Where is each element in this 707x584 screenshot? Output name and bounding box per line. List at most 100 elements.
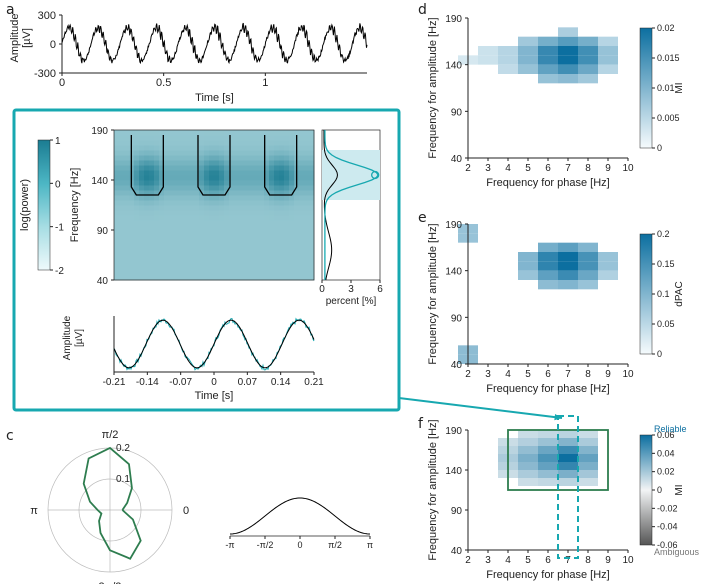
svg-text:5: 5 xyxy=(525,555,531,566)
svg-text:140: 140 xyxy=(91,176,108,187)
svg-text:5: 5 xyxy=(525,369,531,380)
svg-text:3: 3 xyxy=(485,369,491,380)
svg-text:Frequency for phase [Hz]: Frequency for phase [Hz] xyxy=(486,383,610,395)
svg-text:0: 0 xyxy=(211,377,217,388)
svg-text:-2: -2 xyxy=(55,266,64,277)
svg-text:90: 90 xyxy=(451,107,463,118)
svg-text:40: 40 xyxy=(97,276,109,287)
svg-text:8: 8 xyxy=(585,163,591,174)
svg-text:90: 90 xyxy=(97,226,109,237)
svg-text:0.2: 0.2 xyxy=(116,443,130,454)
svg-text:190: 190 xyxy=(445,426,462,437)
svg-text:0.1: 0.1 xyxy=(657,289,670,299)
svg-text:0.5: 0.5 xyxy=(156,77,171,89)
svg-text:0: 0 xyxy=(183,505,189,517)
svg-text:8: 8 xyxy=(585,555,591,566)
svg-text:Frequency for amplitude [Hz]: Frequency for amplitude [Hz] xyxy=(427,17,439,158)
svg-text:MI: MI xyxy=(674,82,685,93)
svg-text:2: 2 xyxy=(465,369,471,380)
svg-text:0.005: 0.005 xyxy=(657,113,680,123)
svg-text:4: 4 xyxy=(505,369,511,380)
svg-text:6: 6 xyxy=(545,163,551,174)
svg-text:8: 8 xyxy=(585,369,591,380)
svg-text:3: 3 xyxy=(485,555,491,566)
svg-text:0: 0 xyxy=(50,39,56,51)
svg-text:3: 3 xyxy=(485,163,491,174)
svg-text:0.01: 0.01 xyxy=(657,83,675,93)
svg-text:0: 0 xyxy=(657,143,662,153)
svg-text:7: 7 xyxy=(565,163,571,174)
svg-text:Reliable: Reliable xyxy=(654,424,687,434)
svg-text:6: 6 xyxy=(545,555,551,566)
svg-text:2: 2 xyxy=(465,555,471,566)
svg-text:0.04: 0.04 xyxy=(657,448,675,458)
svg-text:π/2: π/2 xyxy=(102,429,119,441)
svg-text:40: 40 xyxy=(451,546,463,557)
svg-text:-π/2: -π/2 xyxy=(257,540,274,550)
svg-text:0.02: 0.02 xyxy=(657,23,675,33)
svg-text:0: 0 xyxy=(657,485,662,495)
svg-text:0.05: 0.05 xyxy=(657,319,675,329)
svg-text:Amplitude[µV]: Amplitude[µV] xyxy=(62,315,85,360)
svg-text:6: 6 xyxy=(377,284,383,295)
svg-text:log(power): log(power) xyxy=(19,179,31,231)
svg-text:Amplitude[µV]: Amplitude[µV] xyxy=(9,14,33,63)
svg-text:0.15: 0.15 xyxy=(657,259,675,269)
svg-text:0.1: 0.1 xyxy=(116,474,130,485)
figure-root: a c d e f 00.51-3000300Time [s]Amplitude… xyxy=(0,0,707,584)
svg-text:9: 9 xyxy=(605,369,611,380)
svg-text:3: 3 xyxy=(348,284,354,295)
svg-text:40: 40 xyxy=(451,154,463,165)
svg-text:π/2: π/2 xyxy=(328,540,342,550)
svg-text:Frequency for phase [Hz]: Frequency for phase [Hz] xyxy=(486,569,610,581)
svg-text:MI: MI xyxy=(674,484,685,495)
svg-text:0.21: 0.21 xyxy=(304,377,324,388)
svg-text:Frequency [Hz]: Frequency [Hz] xyxy=(69,168,81,243)
svg-text:-0.21: -0.21 xyxy=(103,377,126,388)
svg-text:π: π xyxy=(30,505,38,517)
svg-text:40: 40 xyxy=(451,360,463,371)
svg-text:Frequency for amplitude [Hz]: Frequency for amplitude [Hz] xyxy=(427,223,439,364)
svg-text:90: 90 xyxy=(451,313,463,324)
svg-text:-1: -1 xyxy=(55,223,64,234)
svg-text:-π: -π xyxy=(225,540,234,550)
svg-text:9: 9 xyxy=(605,555,611,566)
svg-text:10: 10 xyxy=(622,369,634,380)
svg-text:Time [s]: Time [s] xyxy=(195,390,234,402)
svg-text:10: 10 xyxy=(622,163,634,174)
svg-text:Frequency for phase [Hz]: Frequency for phase [Hz] xyxy=(486,177,610,189)
svg-text:percent [%]: percent [%] xyxy=(326,296,377,307)
svg-text:140: 140 xyxy=(445,466,462,477)
svg-text:0: 0 xyxy=(55,179,61,190)
svg-text:90: 90 xyxy=(451,506,463,517)
svg-text:7: 7 xyxy=(565,369,571,380)
svg-text:190: 190 xyxy=(445,14,462,25)
svg-text:140: 140 xyxy=(445,267,462,278)
svg-text:0: 0 xyxy=(319,284,325,295)
svg-text:-0.02: -0.02 xyxy=(657,503,678,513)
svg-text:dPAC: dPAC xyxy=(674,281,685,306)
svg-text:140: 140 xyxy=(445,61,462,72)
svg-text:300: 300 xyxy=(38,10,56,22)
svg-text:5: 5 xyxy=(525,163,531,174)
svg-text:Frequency for amplitude [Hz]: Frequency for amplitude [Hz] xyxy=(427,419,439,560)
svg-text:0.14: 0.14 xyxy=(271,377,291,388)
plots-svg: 00.51-3000300Time [s]Amplitude[µV]-2-101… xyxy=(0,0,707,584)
svg-text:-0.07: -0.07 xyxy=(169,377,192,388)
svg-text:7: 7 xyxy=(565,555,571,566)
svg-text:0: 0 xyxy=(59,77,65,89)
svg-text:-300: -300 xyxy=(34,68,56,80)
svg-text:0.2: 0.2 xyxy=(657,229,670,239)
svg-text:0.015: 0.015 xyxy=(657,53,680,63)
svg-text:Ambiguous: Ambiguous xyxy=(654,547,700,557)
svg-text:4: 4 xyxy=(505,163,511,174)
svg-text:1: 1 xyxy=(55,136,61,147)
svg-text:6: 6 xyxy=(545,369,551,380)
svg-text:10: 10 xyxy=(622,555,634,566)
svg-text:4: 4 xyxy=(505,555,511,566)
svg-text:π: π xyxy=(367,540,373,550)
svg-text:0: 0 xyxy=(657,349,662,359)
svg-text:0: 0 xyxy=(297,540,302,550)
svg-text:190: 190 xyxy=(91,126,108,137)
svg-text:0.02: 0.02 xyxy=(657,467,675,477)
